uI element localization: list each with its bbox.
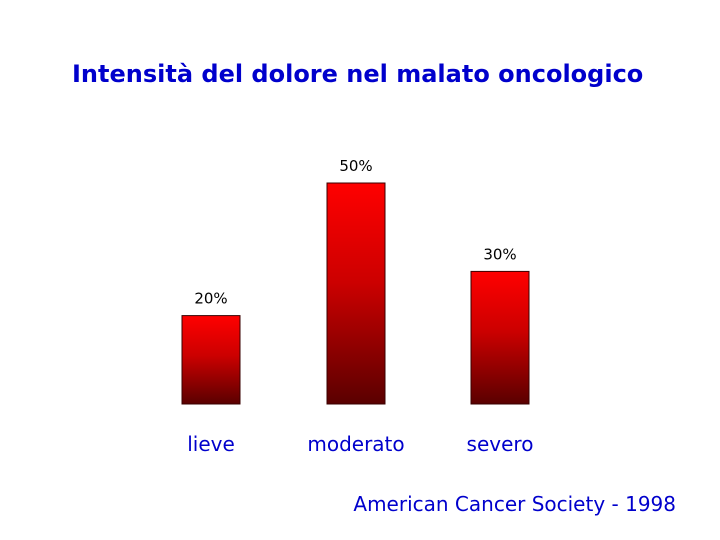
bar-severo [470,270,530,405]
bars-layer [181,182,530,405]
category-labels-layer: lieve moderato severo [187,432,533,456]
value-labels-layer: 20% 50% 30% [194,157,516,308]
source-note: American Cancer Society - 1998 [353,492,676,516]
chart-title: Intensità del dolore nel malato oncologi… [72,60,644,88]
value-label-lieve: 20% [194,290,227,308]
bar-moderato [326,182,386,405]
value-label-moderato: 50% [339,157,372,175]
value-label-severo: 30% [483,245,516,263]
category-label-severo: severo [467,432,534,456]
bar-lieve [181,315,241,405]
category-label-lieve: lieve [187,432,235,456]
category-label-moderato: moderato [307,432,404,456]
